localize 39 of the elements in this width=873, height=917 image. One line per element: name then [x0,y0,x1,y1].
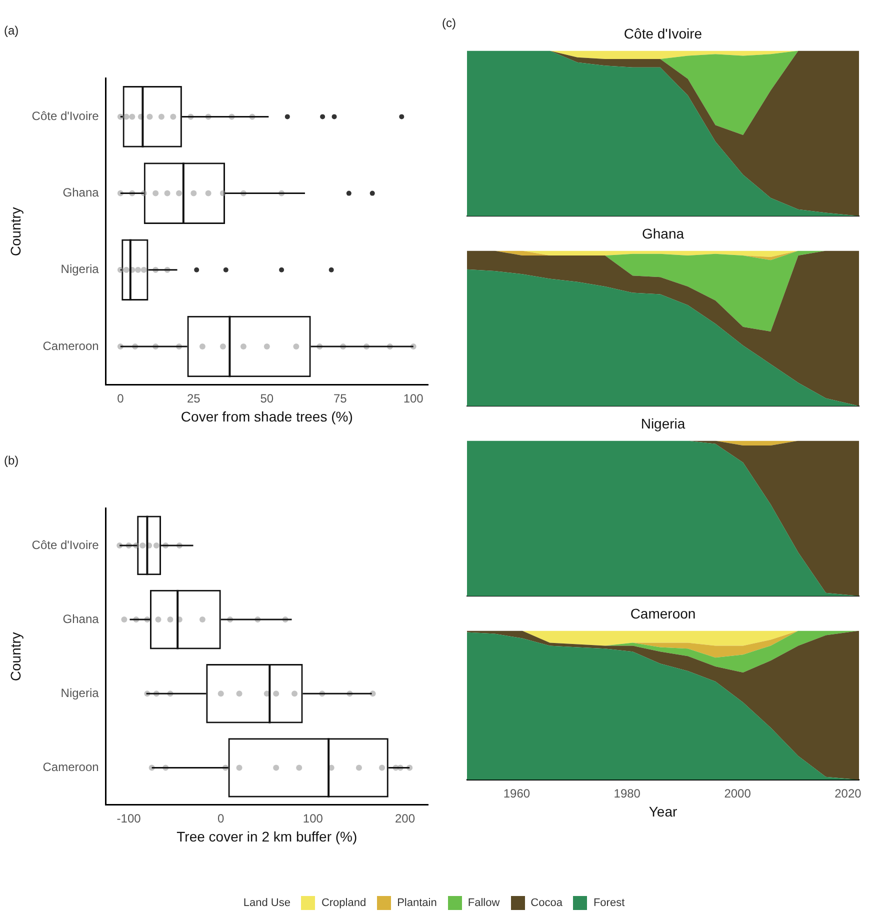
y-tick-label: Cameroon [42,760,99,774]
x-tick-label: 2020 [834,786,862,800]
chart-title: (a) [4,24,19,38]
chart-title: Côte d'Ivoire [624,25,702,42]
text: (c) [442,16,456,30]
x-tick-label: 50 [260,391,274,406]
legend-label: Cropland [321,897,366,909]
chart-title: Cameroon [630,605,696,622]
y-tick-label: Ghana [62,612,100,626]
x-axis-title: Year [648,803,678,820]
y-axis-title: Country [7,207,24,256]
legend-label: Plantain [397,897,437,909]
y-axis-title: Country [7,632,24,682]
legend-title: Land Use [243,897,290,909]
y-tick-label: Nigeria [60,686,100,700]
x-tick-label: 25 [186,391,201,406]
y-tick-label: Cameroon [42,338,99,353]
chart-title: Nigeria [640,415,686,432]
legend-label: Forest [593,897,625,909]
x-tick-label: 2000 [724,786,752,800]
x-tick-label: -100 [116,811,142,826]
x-tick-label: 75 [333,391,348,406]
x-tick-label: 200 [394,811,416,826]
x-tick-label: 100 [403,391,424,406]
x-tick-label: 1980 [614,786,641,800]
legend-label: Fallow [468,897,500,909]
y-tick-label: Côte d'Ivoire [32,109,100,124]
y-tick-label: Ghana [62,186,100,200]
x-tick-label: 1960 [503,786,530,800]
x-tick-label: 0 [117,391,124,406]
y-tick-label: Nigeria [60,262,100,276]
chart-title: Ghana [642,225,684,242]
chart-title: (b) [4,454,19,468]
x-axis-title: Tree cover in 2 km buffer (%) [176,828,358,844]
legend-label: Cocoa [530,897,562,909]
y-tick-label: Côte d'Ivoire [32,538,100,552]
x-tick-label: 0 [218,811,225,826]
x-tick-label: 100 [302,811,324,826]
x-axis-title: Cover from shade trees (%) [180,408,353,424]
